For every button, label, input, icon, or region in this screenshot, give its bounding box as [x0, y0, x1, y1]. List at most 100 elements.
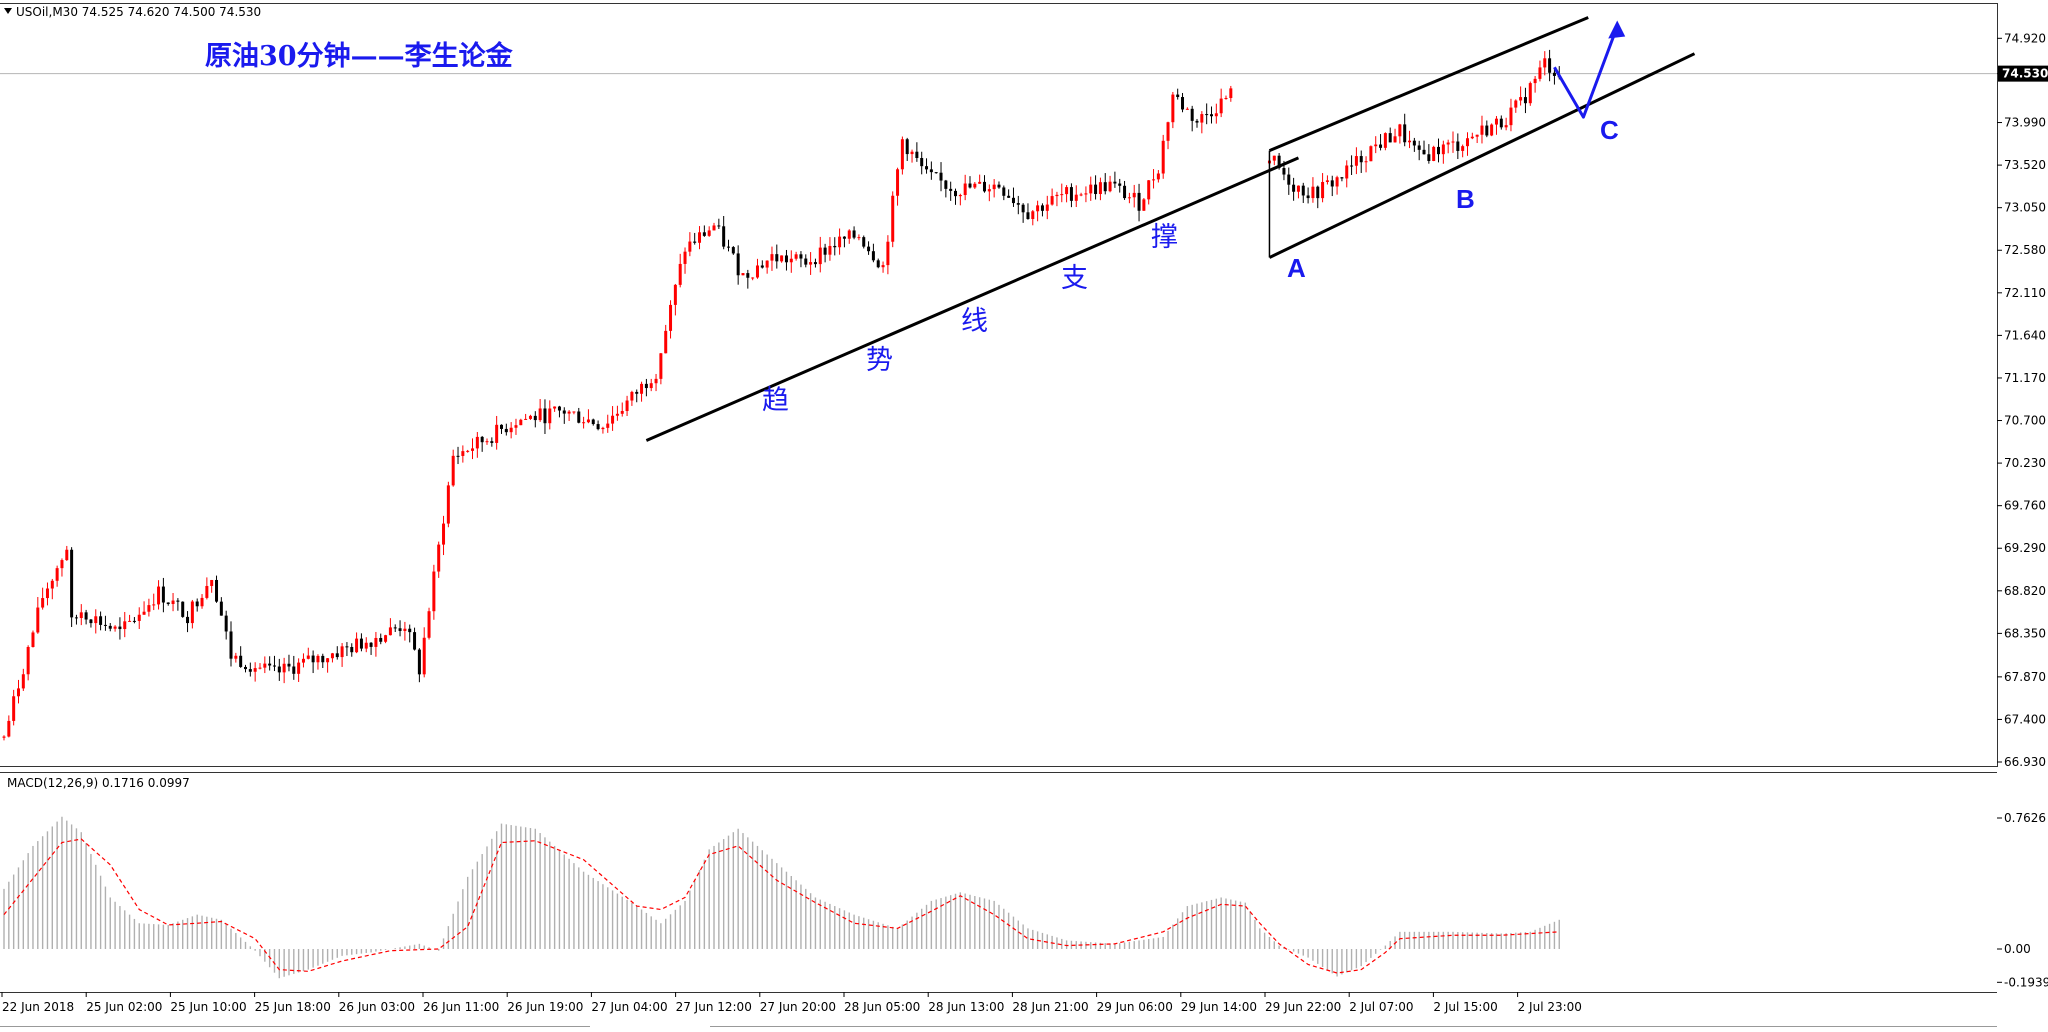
price-tick-label: 72.110	[2004, 286, 2046, 300]
candle-up	[1514, 100, 1518, 108]
candle-up	[1408, 140, 1412, 143]
candle-down	[161, 586, 165, 603]
candle-down	[1210, 114, 1213, 117]
candle-up	[712, 225, 716, 231]
candle-up	[1494, 118, 1498, 125]
trend-lines[interactable]	[645, 16, 1696, 442]
candle-up	[1089, 184, 1093, 194]
candle-down	[1340, 177, 1344, 179]
candle-up	[1200, 114, 1204, 123]
trend-char-1: 趋	[762, 385, 789, 416]
trend-char-3: 线	[961, 306, 988, 337]
candle-up	[973, 183, 977, 188]
candle-up	[427, 611, 431, 638]
candle-down	[925, 166, 929, 170]
candle-down	[867, 246, 871, 252]
trend-support[interactable]	[645, 156, 1300, 442]
candle-up	[828, 245, 832, 255]
candle-up	[297, 662, 301, 674]
candle-down	[1292, 184, 1296, 192]
candle-down	[1499, 118, 1503, 128]
current-price-label: 74.530	[2002, 67, 2048, 81]
candle-down	[1282, 168, 1286, 175]
time-tick-label: 2 Jul 07:00	[1349, 1000, 1413, 1014]
candle-down	[292, 666, 296, 674]
candle-down	[108, 625, 112, 629]
candle-down	[1277, 155, 1281, 169]
trend-char-5: 撑	[1151, 222, 1178, 253]
candle-down	[1359, 156, 1363, 163]
candle-up	[538, 408, 542, 421]
candle-down	[934, 172, 938, 174]
candle-down	[1011, 197, 1015, 204]
candle-up	[1490, 124, 1494, 136]
candle-up	[1214, 113, 1218, 117]
dropdown-triangle-icon[interactable]	[4, 8, 12, 14]
candle-up	[818, 247, 822, 265]
candle-down	[736, 253, 740, 276]
candle-up	[1132, 192, 1136, 198]
candle-up	[485, 441, 489, 443]
candle-up	[113, 626, 117, 629]
candle-up	[789, 258, 793, 263]
candle-up	[1369, 146, 1373, 162]
candle-down	[591, 419, 595, 425]
candle-down	[1456, 141, 1460, 151]
candle-up	[741, 273, 745, 276]
price-tick-label: 70.230	[2004, 456, 2046, 470]
candle-down	[398, 628, 402, 631]
candle-down	[1412, 140, 1416, 146]
candle-up	[755, 265, 759, 278]
candle-down	[533, 415, 537, 421]
candle-down	[1118, 183, 1122, 186]
candle-up	[891, 195, 895, 242]
time-tick-label: 25 Jun 18:00	[255, 1000, 331, 1014]
candle-down	[871, 251, 875, 261]
candle-up	[200, 597, 204, 607]
candle-up	[1354, 156, 1358, 166]
candle-up	[142, 611, 146, 615]
candle-down	[84, 612, 88, 620]
candle-up	[147, 605, 151, 612]
candle-up	[234, 655, 238, 659]
wave-label-b: B	[1456, 184, 1475, 214]
candle-up	[1272, 155, 1276, 161]
candle-up	[1108, 181, 1112, 192]
candle-up	[263, 663, 267, 668]
candle-up	[794, 254, 798, 259]
candle-up	[1345, 165, 1349, 179]
candle-up	[640, 383, 644, 394]
candle-up	[384, 635, 388, 642]
candle-up	[1364, 161, 1368, 163]
candle-up	[992, 184, 996, 190]
time-tick-label: 28 Jun 21:00	[1012, 1000, 1088, 1014]
candle-down	[413, 632, 417, 650]
candle-up	[673, 284, 677, 305]
candle-down	[982, 181, 986, 192]
candle-up	[1171, 94, 1175, 123]
candle-down	[176, 600, 180, 602]
candle-down	[804, 258, 808, 265]
candle-up	[1079, 194, 1083, 196]
price-tick-label: 71.640	[2004, 328, 2046, 342]
candle-up	[1156, 173, 1160, 180]
candle-up	[1374, 144, 1378, 147]
macd-tick-label: -0.1939	[2004, 975, 2048, 989]
macd-signal-line	[3, 838, 1560, 974]
candle-down	[557, 406, 561, 411]
price-tick-label: 70.700	[2004, 414, 2046, 428]
candle-up	[442, 523, 446, 545]
candle-down	[702, 232, 706, 236]
channel-upper[interactable]	[1268, 16, 1589, 153]
candle-up	[707, 230, 711, 236]
candle-up	[625, 400, 629, 411]
candle-up	[586, 419, 590, 423]
channel-lower[interactable]	[1268, 52, 1696, 259]
candle-down	[229, 631, 233, 659]
candlestick-series	[2, 49, 1561, 741]
candle-up	[55, 568, 59, 581]
candle-up	[190, 601, 194, 624]
chart-title-annotation: 原油30分钟——李生论金	[205, 40, 514, 72]
